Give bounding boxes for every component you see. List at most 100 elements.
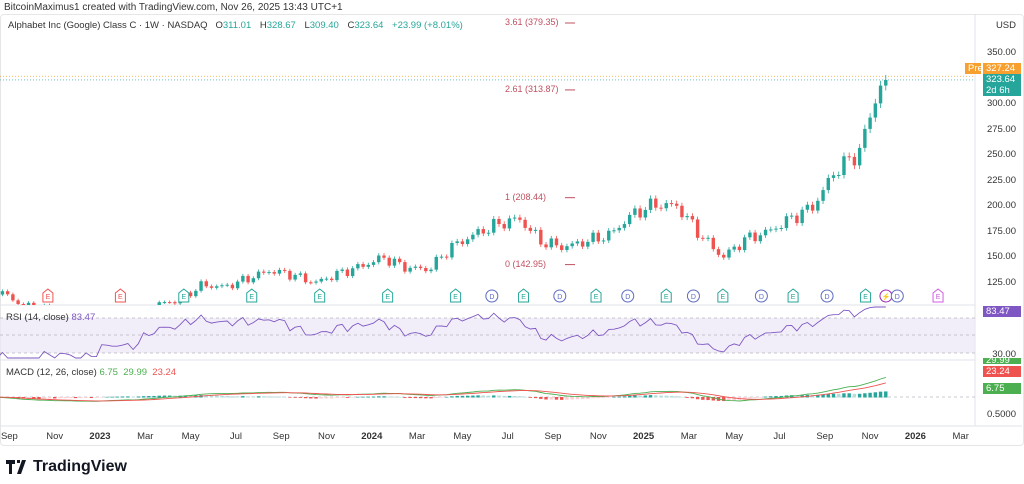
candle[interactable]	[722, 254, 726, 258]
candle[interactable]	[235, 281, 240, 289]
candle[interactable]	[345, 269, 350, 277]
candle[interactable]	[356, 264, 360, 269]
candle[interactable]	[831, 175, 836, 178]
candle[interactable]	[48, 305, 51, 309]
candle[interactable]	[246, 275, 250, 283]
candle[interactable]	[742, 237, 747, 251]
candle[interactable]	[460, 241, 465, 245]
candle[interactable]	[528, 227, 533, 231]
candle[interactable]	[220, 285, 224, 287]
candle[interactable]	[565, 246, 569, 250]
candle[interactable]	[173, 302, 177, 304]
candle[interactable]	[272, 272, 276, 274]
candle[interactable]	[497, 218, 501, 225]
candle[interactable]	[706, 237, 710, 239]
candle[interactable]	[267, 272, 271, 274]
candle[interactable]	[763, 229, 768, 236]
candle[interactable]	[507, 218, 512, 229]
candle[interactable]	[748, 232, 752, 238]
candle[interactable]	[837, 175, 841, 177]
candle[interactable]	[471, 234, 475, 240]
candle[interactable]	[298, 273, 303, 275]
candle[interactable]	[544, 244, 548, 248]
candle[interactable]	[857, 147, 862, 166]
candle[interactable]	[147, 308, 150, 310]
candle[interactable]	[309, 282, 313, 284]
candle[interactable]	[429, 269, 433, 272]
candle[interactable]	[627, 214, 632, 225]
candle[interactable]	[194, 290, 198, 297]
candle[interactable]	[324, 278, 329, 280]
candle[interactable]	[21, 303, 26, 305]
candle[interactable]	[377, 255, 381, 263]
candle[interactable]	[586, 241, 590, 247]
candle[interactable]	[225, 284, 229, 286]
candle[interactable]	[387, 257, 391, 266]
candle[interactable]	[523, 219, 527, 228]
candle[interactable]	[209, 286, 214, 288]
candle[interactable]	[816, 200, 820, 211]
candle[interactable]	[873, 103, 878, 118]
candle[interactable]	[152, 308, 155, 310]
candle[interactable]	[680, 205, 684, 218]
candle[interactable]	[533, 229, 538, 231]
candle[interactable]	[282, 269, 287, 271]
candle[interactable]	[805, 204, 810, 210]
candle[interactable]	[795, 215, 799, 224]
candle[interactable]	[105, 314, 108, 315]
candle[interactable]	[753, 232, 757, 242]
candle[interactable]	[826, 177, 830, 191]
candle[interactable]	[601, 240, 606, 242]
candle[interactable]	[607, 230, 611, 241]
candle[interactable]	[121, 315, 124, 316]
candle[interactable]	[669, 203, 674, 205]
candle[interactable]	[455, 241, 459, 243]
candle[interactable]	[481, 229, 486, 234]
candle[interactable]	[167, 302, 172, 304]
candle[interactable]	[126, 314, 129, 315]
candle[interactable]	[256, 271, 261, 279]
candle[interactable]	[774, 228, 778, 230]
candle[interactable]	[142, 308, 145, 316]
candle[interactable]	[403, 262, 407, 272]
candle[interactable]	[340, 269, 344, 271]
candle[interactable]	[847, 156, 851, 158]
candle[interactable]	[32, 302, 36, 308]
candle[interactable]	[638, 208, 642, 218]
candle[interactable]	[675, 203, 679, 206]
candle[interactable]	[884, 79, 888, 86]
candle[interactable]	[685, 216, 689, 218]
candle[interactable]	[701, 237, 705, 239]
candle[interactable]	[570, 243, 574, 247]
candle[interactable]	[5, 291, 10, 295]
candle[interactable]	[16, 300, 20, 304]
candle[interactable]	[612, 230, 616, 232]
candle[interactable]	[418, 266, 423, 269]
candle[interactable]	[664, 203, 668, 209]
candle[interactable]	[199, 281, 203, 291]
candle[interactable]	[633, 208, 637, 215]
candle[interactable]	[116, 315, 119, 316]
candle[interactable]	[659, 207, 663, 209]
tradingview-logo[interactable]: TradingView	[6, 458, 127, 476]
candle[interactable]	[518, 217, 522, 220]
candle[interactable]	[319, 278, 323, 282]
candle[interactable]	[502, 224, 506, 229]
candle[interactable]	[413, 266, 418, 268]
candle[interactable]	[43, 305, 46, 311]
candle[interactable]	[162, 302, 167, 304]
candle[interactable]	[852, 156, 857, 166]
candle[interactable]	[769, 229, 773, 231]
candle[interactable]	[549, 238, 553, 248]
candle[interactable]	[737, 246, 742, 251]
candle[interactable]	[277, 269, 282, 274]
candle[interactable]	[810, 204, 815, 211]
candle[interactable]	[382, 255, 386, 258]
candle[interactable]	[392, 258, 397, 266]
candle[interactable]	[230, 284, 235, 289]
candle[interactable]	[445, 256, 449, 258]
candle[interactable]	[878, 85, 883, 104]
candle[interactable]	[204, 281, 208, 287]
candle[interactable]	[596, 232, 600, 242]
